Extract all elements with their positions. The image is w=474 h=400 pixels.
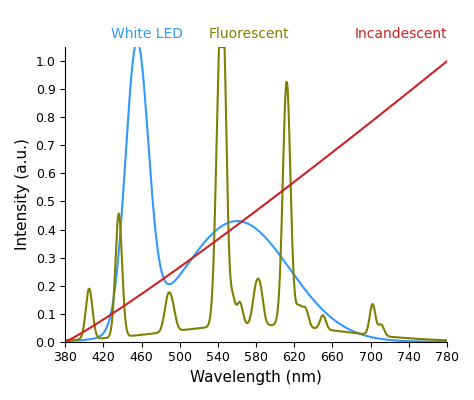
Text: Fluorescent: Fluorescent xyxy=(208,27,289,41)
Text: Incandescent: Incandescent xyxy=(355,27,447,41)
Y-axis label: Intensity (a.u.): Intensity (a.u.) xyxy=(15,138,30,250)
X-axis label: Wavelength (nm): Wavelength (nm) xyxy=(190,370,322,385)
Text: White LED: White LED xyxy=(111,27,183,41)
